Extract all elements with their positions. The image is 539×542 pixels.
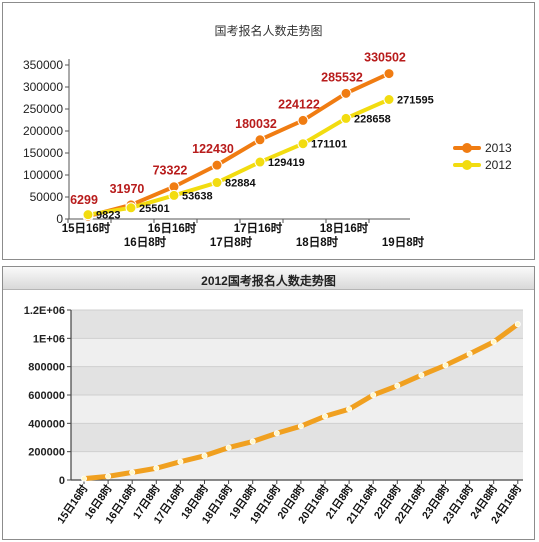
legend-label-2013: 2013 xyxy=(485,141,512,155)
y-tick-label: 250000 xyxy=(23,102,63,116)
data-point-2012 xyxy=(211,177,223,189)
data-point-2012 xyxy=(383,93,395,105)
legend-marker-2013 xyxy=(462,143,472,153)
series-line-2013 xyxy=(86,71,391,219)
series-line-2012 xyxy=(86,97,391,217)
data-point-2012 xyxy=(321,413,328,420)
plot-band xyxy=(71,451,523,480)
data-point-2012 xyxy=(297,138,309,150)
chart-title: 2012国考报名人数走势图 xyxy=(201,274,336,288)
line-chart-2012: 0 200000 400000 600000 800000 1E+06 1.2E+06 15日… xyxy=(24,305,525,526)
x-tick-label: 18日8时 xyxy=(296,235,339,249)
data-label-2012: 129419 xyxy=(268,157,305,169)
data-point-2012 xyxy=(442,362,449,369)
data-label-2013: 73322 xyxy=(153,164,188,178)
data-label-2013: 330502 xyxy=(364,51,406,65)
data-point-2012 xyxy=(201,452,208,459)
plot-band xyxy=(71,395,523,424)
data-point-2012 xyxy=(418,372,425,379)
data-point-2012 xyxy=(81,475,88,482)
x-tick-label: 18日16时 xyxy=(320,221,369,235)
plot-band xyxy=(71,366,523,395)
y-tick-label: 200000 xyxy=(23,124,63,138)
data-point-2013 xyxy=(383,68,395,80)
x-tick-label: 19日8时 xyxy=(382,235,425,249)
data-label-2012: 9823 xyxy=(96,210,120,222)
y-tick-label: 300000 xyxy=(23,80,63,94)
data-point-2012 xyxy=(249,438,256,445)
x-tick-label: 15日16时 xyxy=(62,221,111,235)
chart-title: 国考报名人数走势图 xyxy=(214,24,323,38)
data-point-2012 xyxy=(346,406,353,413)
data-point-2013 xyxy=(297,114,309,126)
legend-label-2012: 2012 xyxy=(485,158,512,172)
data-point-2012 xyxy=(168,189,180,201)
data-label-2013: 31970 xyxy=(110,182,145,196)
data-label-2013: 180032 xyxy=(235,117,277,131)
y-tick-label: 100000 xyxy=(23,168,63,182)
data-point-2012 xyxy=(514,321,521,328)
y-tick-label: 200000 xyxy=(28,447,65,459)
data-point-2012 xyxy=(153,465,160,472)
y-tick-label: 1E+06 xyxy=(33,333,65,345)
data-point-2012 xyxy=(490,338,497,345)
data-point-2012 xyxy=(254,156,266,168)
data-label-2012: 171101 xyxy=(311,139,347,151)
data-point-2012 xyxy=(466,350,473,357)
data-point-2012 xyxy=(225,444,232,451)
x-tick-label: 16日8时 xyxy=(124,235,167,249)
y-tick-label: 1.2E+06 xyxy=(24,305,65,317)
data-point-2012 xyxy=(340,112,352,124)
data-point-2012 xyxy=(105,473,112,480)
line-chart-2013-2012: 0 50000 100000 150000 200000 250000 300000 3500… xyxy=(23,51,512,249)
y-tick-label: 600000 xyxy=(28,390,65,402)
y-tick-label: 400000 xyxy=(28,418,65,430)
data-point-2012 xyxy=(125,202,137,214)
y-tick-label: 350000 xyxy=(23,58,63,72)
chart-header-bar xyxy=(3,267,534,290)
data-point-2012 xyxy=(297,423,304,430)
data-label-2013: 6299 xyxy=(70,193,98,207)
data-point-2013 xyxy=(211,159,223,171)
y-tick-label: 0 xyxy=(59,475,65,487)
data-point-2012 xyxy=(82,209,94,221)
data-label-2012: 271595 xyxy=(397,94,434,106)
data-label-2012: 82884 xyxy=(225,178,256,190)
data-label-2013: 224122 xyxy=(278,97,320,111)
data-point-2012 xyxy=(273,430,280,437)
y-tick-label: 800000 xyxy=(28,362,65,374)
x-tick-label: 17日16时 xyxy=(234,221,283,235)
y-tick-label: 0 xyxy=(56,212,63,226)
chart-panel-2013-vs-2012: 国考报名人数走势图 0 50000 100000 150000 200000 250000… xyxy=(2,2,535,260)
data-label-2013: 285532 xyxy=(321,70,363,84)
data-point-2012 xyxy=(129,469,136,476)
data-point-2012 xyxy=(370,392,377,399)
data-label-2012: 25501 xyxy=(139,203,170,215)
data-label-2013: 122430 xyxy=(192,142,234,156)
chart-panel-2012: 2012国考报名人数走势图 0 200000 400000 600000 800000 1… xyxy=(2,266,535,540)
y-tick-label: 50000 xyxy=(30,190,64,204)
plot-band xyxy=(71,310,523,339)
data-point-2012 xyxy=(394,382,401,389)
data-point-2012 xyxy=(177,458,184,465)
legend-marker-2012 xyxy=(462,160,472,170)
x-tick-label: 16日16时 xyxy=(148,221,197,235)
data-label-2012: 53638 xyxy=(182,190,213,202)
x-tick-label: 15日16时 xyxy=(54,482,90,526)
x-tick-label: 17日8时 xyxy=(210,235,253,249)
data-label-2012: 228658 xyxy=(354,113,391,125)
data-point-2013 xyxy=(340,87,352,99)
data-point-2013 xyxy=(254,134,266,146)
y-tick-label: 150000 xyxy=(23,146,63,160)
